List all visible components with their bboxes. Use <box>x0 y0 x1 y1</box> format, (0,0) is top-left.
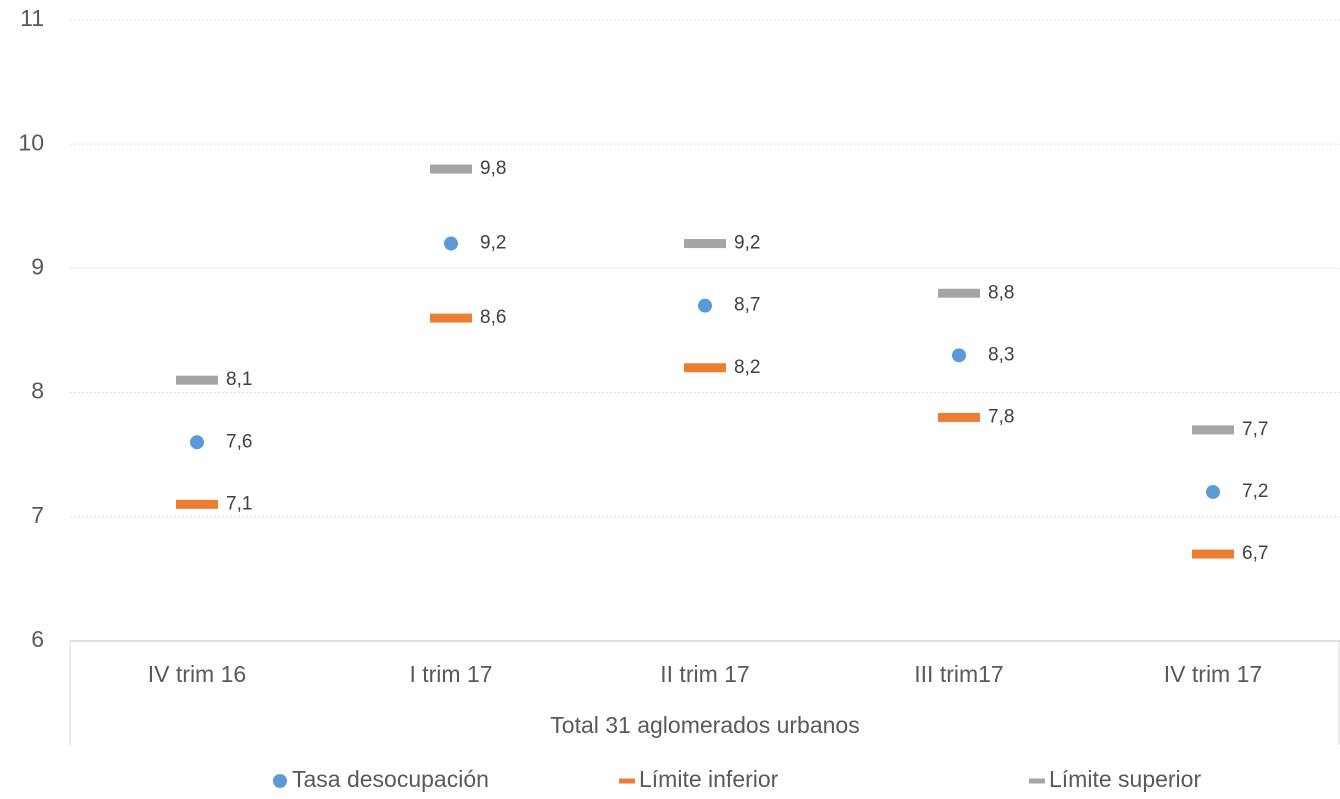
y-tick-label: 9 <box>31 253 44 279</box>
dash-marker <box>938 412 980 422</box>
dash-marker <box>176 499 218 509</box>
x-tick-label: IV trim 16 <box>148 661 246 687</box>
point <box>190 435 204 450</box>
legend-marker <box>1029 778 1045 784</box>
y-tick-label: 11 <box>20 5 44 31</box>
dash-marker <box>684 363 726 373</box>
data-label: 9,2 <box>480 233 506 254</box>
data-label: 9,2 <box>734 233 760 254</box>
x-tick-label: II trim 17 <box>660 661 749 687</box>
x-tick-label: III trim17 <box>914 661 1003 687</box>
legend-marker <box>273 774 287 788</box>
point <box>1206 484 1220 499</box>
x-tick-label: I trim 17 <box>409 661 492 687</box>
data-label: 6,7 <box>1242 543 1268 564</box>
data-label: 8,8 <box>988 282 1014 303</box>
data-label: 8,7 <box>734 295 760 316</box>
data-label: 8,6 <box>480 307 506 328</box>
dash-marker <box>1192 549 1234 559</box>
y-tick-label: 6 <box>31 626 44 652</box>
dash-marker <box>684 239 726 249</box>
dash-marker <box>1192 425 1234 435</box>
legend-label: Límite superior <box>1049 766 1201 792</box>
data-label: 9,8 <box>480 158 506 179</box>
dash-marker <box>430 313 472 323</box>
x-tick-label: IV trim 17 <box>1164 661 1262 687</box>
legend-label: Tasa desocupación <box>292 766 489 792</box>
data-label: 7,2 <box>1242 481 1268 502</box>
data-label: 8,1 <box>226 369 252 390</box>
point <box>952 348 966 363</box>
y-tick-label: 10 <box>18 129 44 155</box>
dash-marker <box>938 288 980 298</box>
point <box>698 298 712 313</box>
legend-label: Límite inferior <box>639 766 779 792</box>
y-tick-label: 8 <box>31 378 44 404</box>
point <box>444 236 458 251</box>
data-label: 7,1 <box>226 493 252 514</box>
data-label: 7,6 <box>226 431 252 452</box>
data-label: 8,2 <box>734 357 760 378</box>
data-label: 7,7 <box>1242 419 1268 440</box>
dash-marker <box>176 375 218 385</box>
x-axis-label: Total 31 aglomerados urbanos <box>550 712 859 738</box>
data-label: 7,8 <box>988 406 1014 427</box>
dash-marker <box>430 164 472 174</box>
data-label: 8,3 <box>988 344 1014 365</box>
legend-marker <box>619 778 635 784</box>
y-tick-label: 7 <box>31 502 44 528</box>
